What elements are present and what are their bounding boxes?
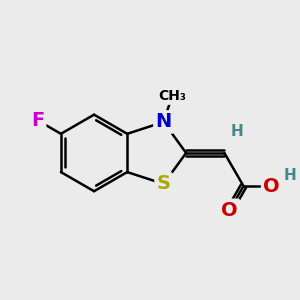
Text: H: H [230, 124, 243, 139]
Text: F: F [31, 111, 44, 130]
Text: S: S [157, 174, 171, 194]
Text: H: H [284, 168, 296, 183]
Text: O: O [263, 177, 280, 196]
Text: CH₃: CH₃ [158, 89, 186, 103]
Text: N: N [155, 112, 172, 131]
Text: O: O [221, 201, 238, 220]
